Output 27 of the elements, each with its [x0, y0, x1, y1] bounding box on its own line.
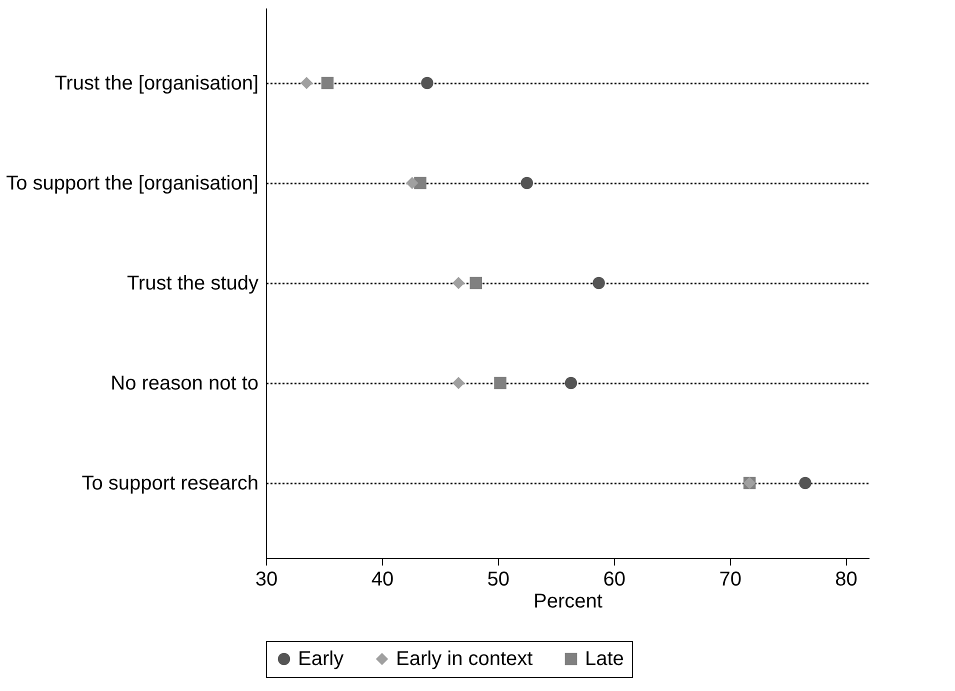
point — [592, 276, 605, 290]
point — [799, 476, 812, 490]
point — [520, 176, 534, 190]
point — [406, 176, 418, 190]
x-tick-label: 40 — [371, 568, 394, 590]
point — [470, 276, 482, 290]
point — [452, 376, 465, 390]
y-tick-label: Trust the [organisation] — [54, 72, 258, 94]
point — [321, 76, 334, 90]
y-tick-label: To support research — [82, 472, 258, 494]
point — [494, 376, 506, 390]
x-tick-label: 60 — [603, 568, 626, 590]
legend-label: Late — [585, 648, 624, 670]
point — [300, 76, 313, 90]
y-tick-label: Trust the study — [126, 272, 258, 294]
point — [421, 76, 434, 90]
legend-label: Early — [298, 648, 344, 670]
y-tick-label: No reason not to — [110, 372, 258, 394]
x-tick-label: 70 — [719, 568, 742, 590]
legend-label: Early in context — [396, 648, 534, 670]
x-tick-label: 80 — [835, 568, 858, 590]
point — [452, 276, 465, 290]
x-tick-label: 30 — [255, 568, 278, 590]
x-axis-title: Percent — [534, 590, 603, 612]
x-tick-label: 50 — [487, 568, 510, 590]
point — [564, 376, 578, 390]
y-tick-label: To support the [organisation] — [6, 172, 258, 194]
